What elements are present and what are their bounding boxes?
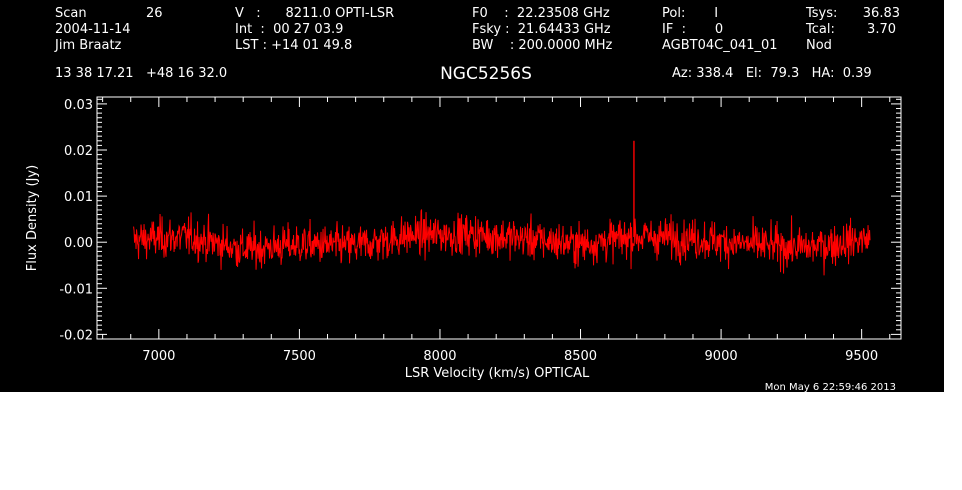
plot-frame [96,96,902,340]
scan-number: 26 [146,6,163,21]
y-tick-label: -0.01 [59,282,93,297]
if-number: IF : 0 [662,22,724,37]
velocity-info: V : 8211.0 OPTI-LSR [235,6,395,21]
tsys-label: Tsys: [806,6,838,21]
tsys-value: 36.83 [862,6,900,21]
x-tick-label: 7500 [283,349,316,364]
spectrum-trace-group [133,140,871,276]
chart-title: NGC5256S [440,64,532,84]
sky-frequency: Fsky : 21.64433 GHz [472,22,611,37]
y-axis-label: Flux Density (Jy) [25,165,40,271]
tcal-label: Tcal: [806,22,835,37]
source-coordinates: 13 38 17.21 +48 16 32.0 [55,66,228,81]
x-tick-label: 7000 [142,349,175,364]
x-tick-label: 9000 [705,349,738,364]
x-tick-label: 9500 [845,349,878,364]
rest-frequency: F0 : 22.23508 GHz [472,6,610,21]
procedure-name: Nod [806,38,832,53]
spectrum-trace [133,209,871,276]
bandwidth: BW : 200.0000 MHz [472,38,613,53]
observer-name: Jim Braatz [55,38,122,53]
y-tick-label: 0.01 [64,190,93,205]
telescope-pointing: Az: 338.4 El: 79.3 HA: 0.39 [672,66,872,81]
plot-panel [0,0,944,392]
x-axis-label: LSR Velocity (km/s) OPTICAL [405,366,590,381]
polarization: Pol: I [662,6,719,21]
y-tick-label: -0.02 [59,328,93,343]
y-tick-label: 0.03 [64,98,93,113]
y-tick-label: 0.00 [64,236,93,251]
y-tick-label: 0.02 [64,144,93,159]
spectrum-chart: NGC5256S LSR Velocity (km/s) OPTICAL Flu… [25,64,902,392]
x-tick-label: 8500 [564,349,597,364]
lst-info: LST : +14 01 49.8 [235,38,353,53]
tcal-value: 3.70 [867,22,896,37]
axes-group: 7000 7500 8000 8500 9000 9500 -0.02 -0.01 0.00 0.… [59,96,902,364]
observation-date: 2004-11-14 [55,22,131,37]
scan-label: Scan [55,6,87,21]
plot-timestamp: Mon May 6 22:59:46 2013 [765,382,896,392]
project-id: AGBT04C_041_01 [662,38,778,53]
x-tick-label: 8000 [423,349,456,364]
integration-time: Int : 00 27 03.9 [235,22,344,37]
